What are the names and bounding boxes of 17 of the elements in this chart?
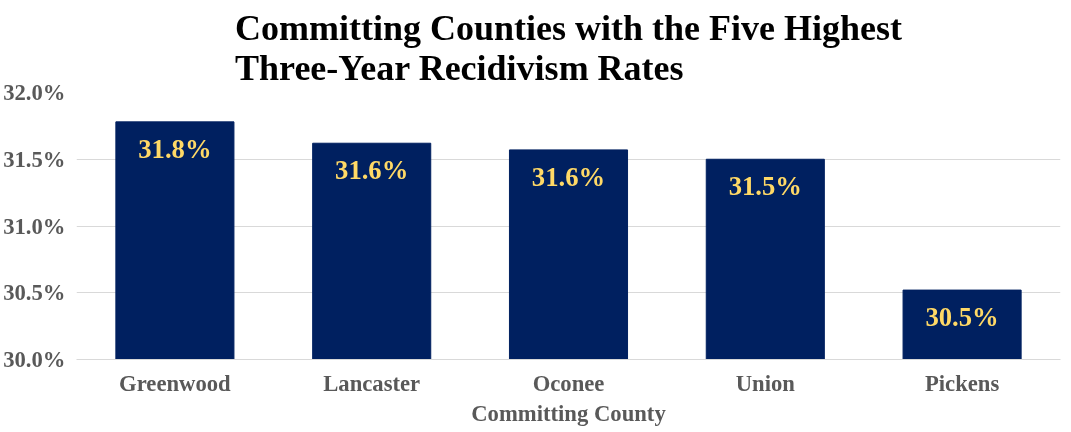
y-tick-label: 30.5% [3, 280, 66, 306]
y-tick-label: 30.0% [3, 347, 66, 372]
data-label: 31.8% [138, 133, 212, 164]
x-tick-label: Oconee [532, 370, 605, 396]
y-tick-label: 31.5% [3, 146, 66, 172]
x-axis-title: Committing County [471, 400, 667, 426]
x-tick-label: Union [735, 370, 796, 396]
data-label: 30.5% [925, 302, 999, 333]
data-label: 31.5% [728, 171, 802, 202]
chart-title: Committing Counties with the Five Highest Three-Year Recidivism Rates [235, 7, 902, 88]
data-label: 31.6% [335, 155, 409, 186]
data-label: 31.6% [531, 161, 606, 192]
x-tick-label: Greenwood [119, 370, 232, 396]
x-tick-label: Lancaster [323, 370, 421, 396]
y-tick-label: 32.0% [3, 80, 66, 105]
y-tick-label: 31.0% [3, 213, 66, 239]
x-tick-label: Pickens [924, 370, 1000, 396]
